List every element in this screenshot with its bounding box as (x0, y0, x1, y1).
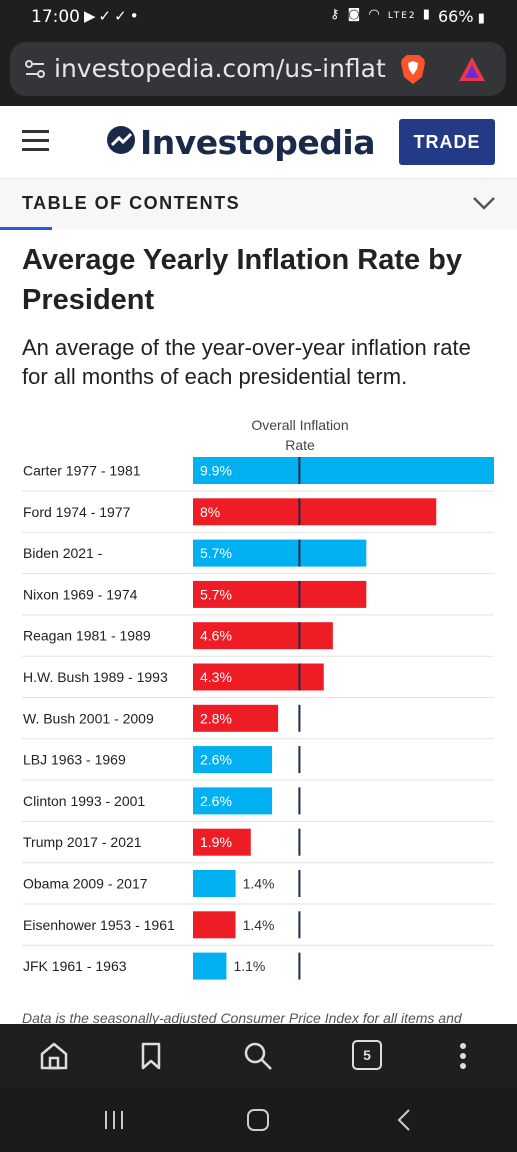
wifi-icon: ◠ (368, 7, 382, 22)
battery-icon: ▮ (473, 11, 485, 26)
value-label: 4.3% (200, 669, 232, 685)
value-label: 1.1% (233, 958, 265, 974)
home-nav-icon[interactable] (246, 1108, 270, 1132)
youtube-icon: ▶ (84, 7, 99, 25)
brave-rewards-icon[interactable] (458, 56, 486, 82)
category-label: LBJ 1963 - 1969 (23, 752, 126, 768)
inflation-bar (193, 911, 236, 939)
category-label: Biden 2021 - (23, 545, 103, 561)
toc-progress-indicator (0, 227, 52, 230)
volte-lte2-icon: LTE2 (387, 11, 417, 21)
brave-shields-icon[interactable] (398, 53, 428, 85)
download-done-icon: ✓ (98, 7, 115, 25)
android-icon: ◙ (347, 7, 363, 22)
article-subtitle: An average of the year-over-year inflati… (22, 335, 471, 389)
dot-icon: • (129, 7, 142, 25)
inflation-bar (193, 457, 494, 484)
chevron-down-icon[interactable] (472, 195, 496, 211)
value-label: 8% (200, 504, 220, 520)
category-label: Eisenhower 1953 - 1961 (23, 917, 175, 933)
chart-column-header-line2: Rate (285, 437, 315, 453)
value-label: 9.9% (200, 463, 232, 479)
chart-column-header-line1: Overall Inflation (251, 417, 349, 433)
inflation-bar (193, 498, 437, 526)
address-bar[interactable]: investopedia.com/us-inflat (10, 42, 506, 96)
logo-mark-icon (107, 126, 135, 154)
status-time: 17:00 (31, 7, 80, 27)
inflation-bar (193, 787, 273, 815)
browser-toolbar: investopedia.com/us-inflat (0, 34, 517, 106)
chart-column-header: Overall Inflation Rate (220, 415, 380, 455)
inflation-chart: Overall Inflation Rate Carter 1977 - 198… (0, 410, 517, 1010)
site-header: Investopedia TRADE (0, 106, 517, 178)
key-icon: ⚷ (330, 7, 342, 22)
inflation-bar (193, 870, 236, 897)
value-label: 4.6% (200, 628, 232, 644)
value-label: 1.4% (243, 876, 275, 892)
inflation-bar (193, 663, 324, 691)
download-done-icon: ✓ (114, 7, 130, 25)
inflation-bar (193, 746, 273, 774)
article-title: Average Yearly Inflation Rate by Preside… (22, 244, 463, 316)
inflation-bar (193, 952, 227, 980)
status-bar: 17:00 ▶✓✓• ⚷ ◙ ◠ LTE2 ▮ 66% ▮ (0, 0, 517, 34)
inflation-bar (193, 539, 367, 567)
category-label: Nixon 1969 - 1974 (23, 586, 138, 602)
signal-icon: ▮ (422, 7, 432, 22)
value-label: 2.8% (200, 710, 232, 726)
category-label: JFK 1961 - 1963 (23, 958, 127, 974)
category-label: Clinton 1993 - 2001 (23, 793, 145, 809)
inflation-bar (193, 704, 279, 732)
category-label: Carter 1977 - 1981 (23, 463, 141, 479)
toc-label: TABLE OF CONTENTS (22, 193, 241, 213)
value-label: 1.4% (243, 917, 275, 933)
category-label: W. Bush 2001 - 2009 (23, 710, 154, 726)
value-label: 5.7% (200, 545, 232, 561)
category-label: H.W. Bush 1989 - 1993 (23, 669, 168, 685)
value-label: 1.9% (200, 834, 232, 850)
browser-bottom-toolbar: 5 (0, 1024, 517, 1088)
back-icon[interactable] (394, 1108, 414, 1132)
logo-text: Investopedia (140, 123, 375, 162)
bar-chart-svg: Carter 1977 - 1981 9.9% Ford 1974 - 1977 8%… (22, 457, 494, 980)
inflation-bar (193, 828, 251, 856)
more-options-icon[interactable] (447, 1040, 479, 1072)
value-label: 2.6% (200, 793, 232, 809)
battery-indicator: 66% ▮ (438, 7, 485, 26)
category-label: Obama 2009 - 2017 (23, 876, 148, 892)
value-label: 2.6% (200, 752, 232, 768)
inflation-bar (193, 580, 367, 608)
tabs-button[interactable]: 5 (352, 1040, 382, 1070)
value-label: 5.7% (200, 586, 232, 602)
recent-apps-icon[interactable] (102, 1108, 126, 1132)
table-of-contents[interactable]: TABLE OF CONTENTS (0, 178, 517, 230)
bookmark-icon[interactable] (135, 1040, 167, 1072)
trade-button[interactable]: TRADE (399, 119, 495, 165)
site-settings-icon[interactable] (24, 58, 46, 80)
url-text[interactable]: investopedia.com/us-inflat (54, 54, 386, 83)
inflation-bar (193, 622, 333, 650)
system-navigation-bar (0, 1088, 517, 1152)
battery-percent: 66% (438, 7, 474, 26)
notification-icons: ▶✓✓• (84, 7, 142, 25)
menu-icon[interactable] (22, 130, 49, 152)
home-icon[interactable] (38, 1040, 70, 1072)
category-label: Ford 1974 - 1977 (23, 504, 131, 520)
search-icon[interactable] (242, 1040, 274, 1072)
category-label: Trump 2017 - 2021 (23, 834, 142, 850)
category-label: Reagan 1981 - 1989 (23, 628, 151, 644)
chart-footnote: Data is the seasonally-adjusted Consumer… (22, 1010, 462, 1026)
system-icons: ⚷ ◙ ◠ LTE2 ▮ (330, 7, 432, 22)
